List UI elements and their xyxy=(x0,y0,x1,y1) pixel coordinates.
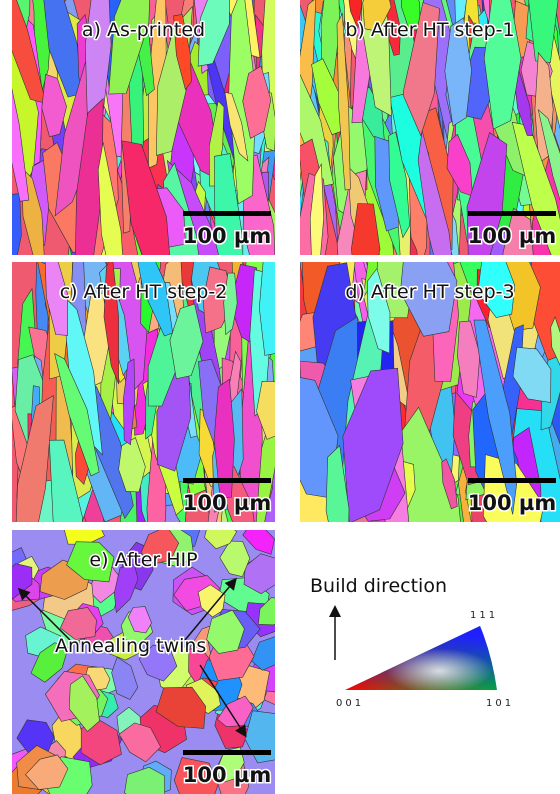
figure: a) As-printed 100 µm b) After HT step-1 100… xyxy=(0,0,560,794)
ipf-legend: Build direction 111 001 101 xyxy=(310,575,514,709)
scale-bar-label: 100 µm xyxy=(183,491,271,515)
panel-label: d) After HT step-3 xyxy=(345,281,514,303)
panel-label: e) After HIP xyxy=(89,549,197,571)
scale-bar xyxy=(468,211,556,216)
ipf-triangle-white xyxy=(345,626,497,690)
panel-label: c) After HT step-2 xyxy=(60,281,228,303)
scale-bar-label: 100 µm xyxy=(468,224,556,248)
grain xyxy=(259,248,284,355)
panel-label: a) As-printed xyxy=(82,19,205,41)
corner-label: 101 xyxy=(486,698,514,709)
corner-label: 001 xyxy=(336,698,364,709)
scale-bar xyxy=(183,750,271,755)
corner-label: 111 xyxy=(470,610,498,621)
scale-bar xyxy=(183,211,271,216)
scale-bar-label: 100 µm xyxy=(468,491,556,515)
scale-bar xyxy=(468,478,556,483)
scale-bar xyxy=(183,478,271,483)
annotation: Annealing twins xyxy=(55,635,206,657)
scale-bar-label: 100 µm xyxy=(183,224,271,248)
legend-title: Build direction xyxy=(310,575,447,597)
scale-bar-label: 100 µm xyxy=(183,763,271,787)
panel-label: b) After HT step-1 xyxy=(345,19,514,41)
